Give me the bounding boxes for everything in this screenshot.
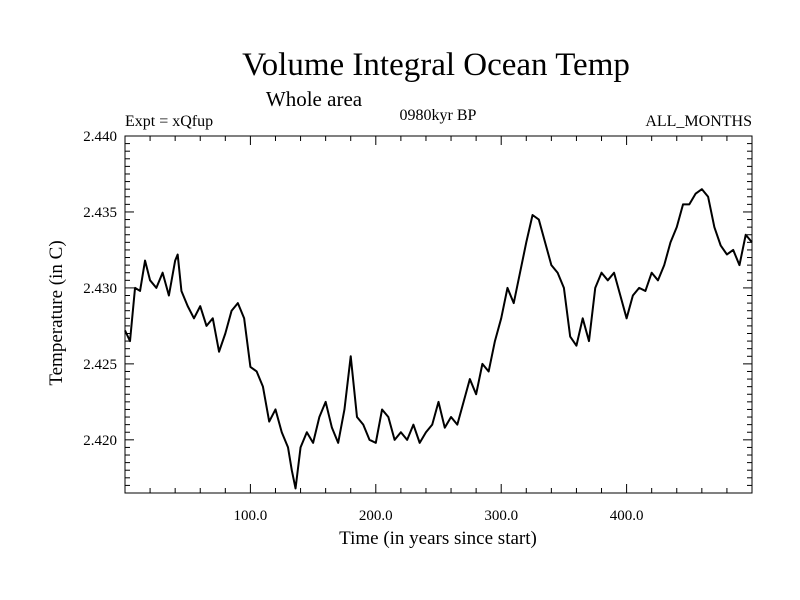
y-tick-label: 2.440 [83,129,117,145]
chart-subtitle: Whole area [266,87,363,111]
period-label: 0980kyr BP [400,107,477,124]
y-axis-label: Temperature (in C) [46,240,67,385]
chart-title: Volume Integral Ocean Temp [242,47,630,83]
x-tick-label: 400.0 [610,508,644,524]
y-tick-label: 2.435 [83,205,117,221]
tick-labels: 100.0 200.0 300.0 400.0 2.420 2.425 2.430 2.435… [83,129,643,524]
y-tick-label: 2.420 [83,433,117,449]
series-line [124,188,753,490]
plot-frame [124,135,753,494]
x-axis-label: Time (in years since start) [339,528,537,549]
x-tick-label: 100.0 [234,508,268,524]
y-tick-label: 2.425 [83,357,117,373]
x-tick-label: 300.0 [484,508,518,524]
axis-ticks [125,135,752,493]
experiment-label: Expt = xQfup [125,113,213,130]
months-label: ALL_MONTHS [645,113,752,130]
y-tick-label: 2.430 [83,281,117,297]
x-tick-label: 200.0 [359,508,393,524]
